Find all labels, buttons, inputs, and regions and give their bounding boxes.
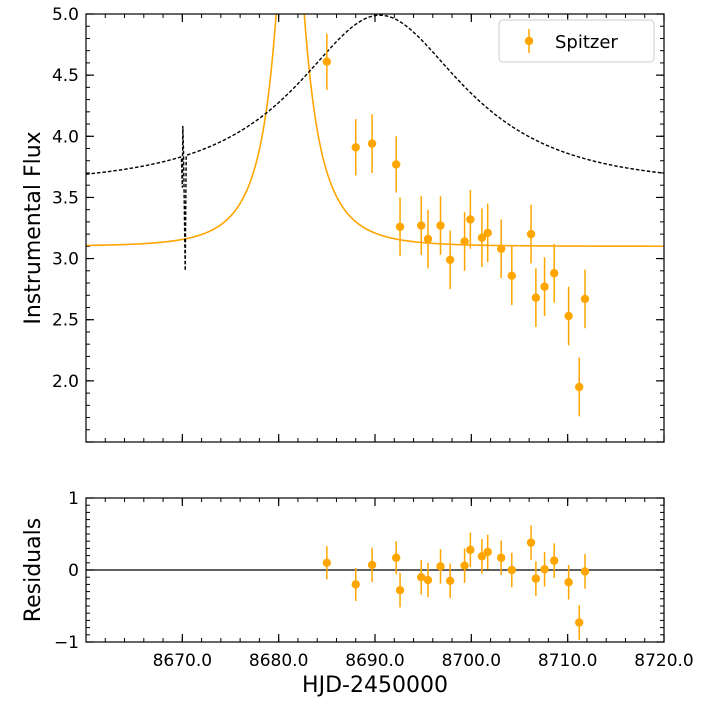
res-y-tick-label: 1 (68, 489, 79, 509)
spitzer-point-20 (575, 382, 584, 392)
residual-point-19 (564, 578, 573, 587)
spitzer-point-21 (580, 294, 590, 304)
spitzer-data-points (322, 33, 590, 417)
spitzer-point-0 (322, 57, 332, 66)
main-y-tick-label: 3.0 (52, 250, 79, 270)
x-tick-label: 8710.0 (538, 651, 597, 671)
spitzer-point-18 (549, 269, 559, 278)
main-y-tick-label: 4.0 (52, 127, 79, 147)
residuals-y-ticks: −1 0 1 (54, 489, 664, 653)
residual-point-15 (526, 538, 536, 547)
ground-model-line (86, 14, 664, 271)
residuals-plot-frame (85, 497, 665, 643)
residuals-panel: −1 0 1 8670.0 8680.0 8690.0 8700.0 8710.0 8720.… (21, 489, 694, 698)
spitzer-point-9 (460, 237, 469, 246)
residual-point-11 (477, 552, 487, 561)
residual-point-2 (367, 560, 377, 570)
residual-point-7 (436, 562, 445, 571)
spitzer-point-16 (531, 293, 541, 302)
residuals-y-axis-label: Residuals (21, 518, 46, 622)
residual-point-20 (575, 618, 584, 627)
spitzer-point-19 (564, 311, 573, 321)
main-y-axis-label: Instrumental Flux (21, 131, 46, 324)
legend-label-spitzer: Spitzer (555, 32, 618, 53)
residual-point-4 (395, 585, 405, 595)
spitzer-point-14 (507, 271, 516, 280)
spitzer-point-11 (477, 233, 487, 242)
spitzer-point-15 (526, 229, 536, 239)
residual-point-0 (322, 558, 332, 567)
residual-point-6 (423, 575, 433, 585)
spitzer-point-8 (445, 255, 455, 264)
main-y-ticks: 2.0 2.5 3.0 3.5 4.0 4.5 5.0 (52, 5, 664, 443)
residual-point-21 (580, 567, 590, 576)
res-y-tick-label: −1 (54, 633, 79, 653)
main-y-tick-label: 3.5 (52, 188, 79, 208)
main-y-tick-label: 5.0 (52, 5, 79, 25)
spitzer-point-1 (351, 143, 360, 152)
x-tick-label: 8720.0 (634, 651, 693, 671)
spitzer-point-7 (436, 221, 445, 230)
spitzer-point-3 (391, 160, 401, 169)
legend: Spitzer (498, 19, 655, 63)
residual-point-8 (445, 576, 455, 585)
spitzer-point-2 (367, 139, 377, 148)
spitzer-point-12 (483, 228, 492, 238)
x-axis-label: HJD-2450000 (302, 673, 448, 698)
spitzer-point-4 (395, 222, 405, 231)
x-tick-label: 8700.0 (442, 651, 501, 671)
main-x-ticks (85, 14, 665, 442)
residual-point-16 (531, 574, 541, 583)
x-tick-label: 8670.0 (153, 651, 212, 671)
residual-point-9 (460, 561, 469, 570)
residual-data-points (322, 525, 590, 640)
main-plot-frame (85, 13, 665, 443)
legend-marker (524, 36, 534, 46)
residuals-x-ticks: 8670.0 8680.0 8690.0 8700.0 8710.0 8720.0 (85, 498, 694, 671)
spitzer-point-13 (496, 244, 506, 253)
x-tick-label: 8680.0 (249, 651, 308, 671)
spitzer-model-line (86, 14, 664, 248)
residual-point-12 (483, 547, 492, 557)
residual-point-14 (507, 565, 516, 575)
x-tick-label: 8690.0 (345, 651, 404, 671)
legend-frame (498, 19, 655, 63)
residual-point-3 (391, 553, 401, 562)
spitzer-point-17 (540, 282, 549, 291)
main-y-tick-label: 4.5 (52, 66, 79, 86)
residual-point-13 (496, 553, 506, 562)
spitzer-point-10 (466, 215, 475, 224)
residual-point-17 (540, 565, 549, 574)
residual-point-10 (466, 545, 475, 555)
spitzer-point-5 (417, 221, 426, 230)
main-y-tick-label: 2.0 (52, 372, 79, 392)
residual-point-1 (351, 580, 360, 589)
residual-point-5 (417, 573, 426, 582)
residual-point-18 (549, 556, 559, 565)
spitzer-point-6 (423, 234, 433, 244)
res-y-tick-label: 0 (68, 561, 79, 581)
main-y-tick-label: 2.5 (52, 311, 79, 331)
main-panel: 2.02.53.03.54.04.55.0 Instrumental Flux … (21, 5, 665, 443)
